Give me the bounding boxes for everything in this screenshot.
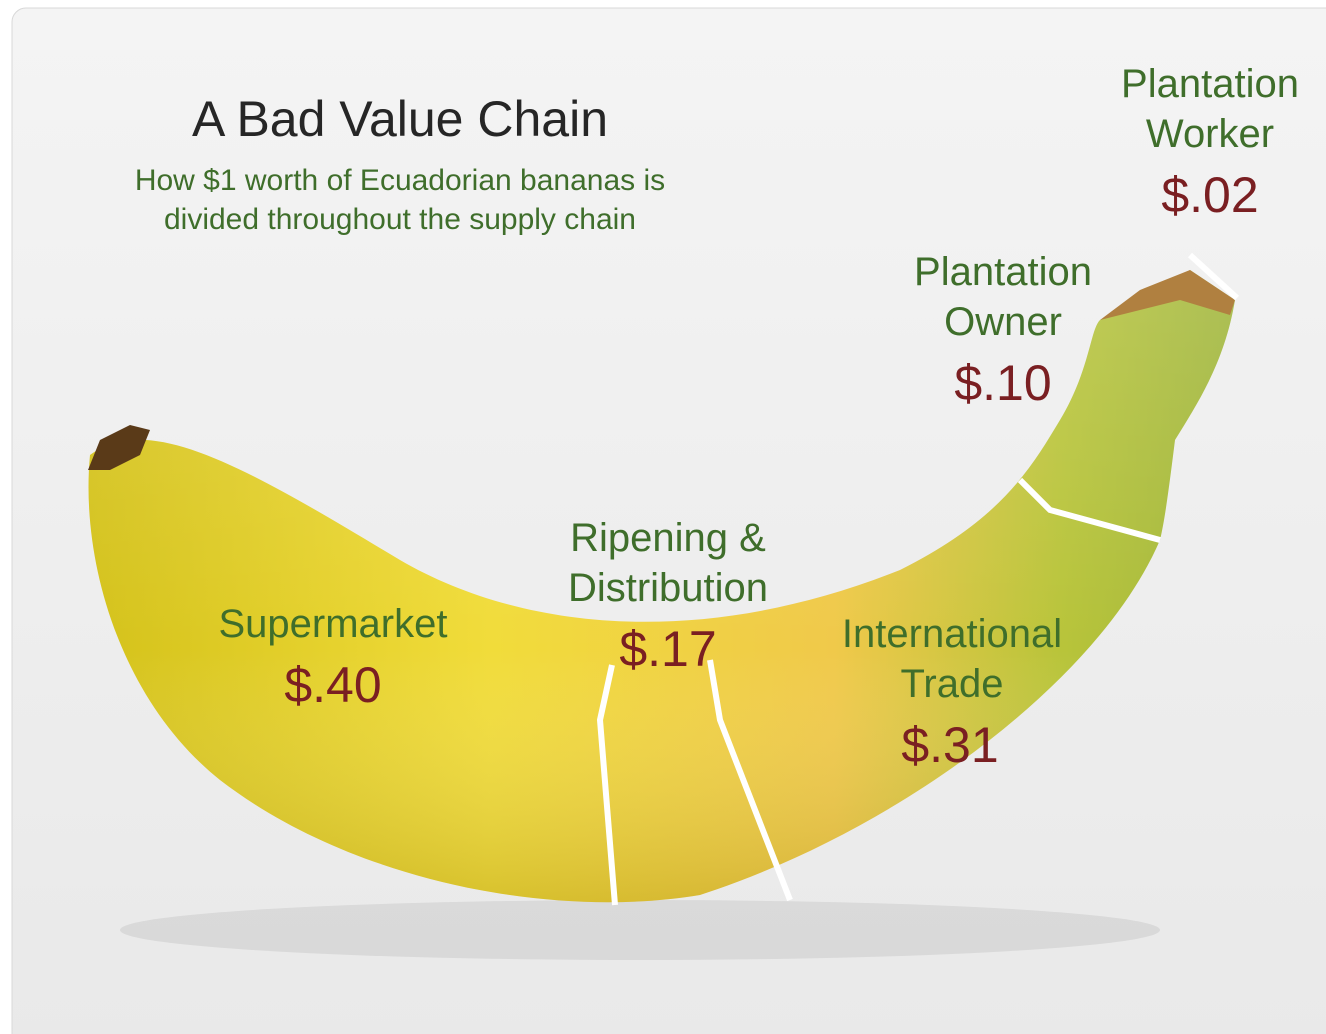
segment-price: $.17 xyxy=(619,621,716,677)
subtitle: divided throughout the supply chain xyxy=(164,203,636,236)
segment-label: Ripening & xyxy=(570,516,766,560)
infographic: A Bad Value Chain How $1 worth of Ecuado… xyxy=(0,0,1326,1034)
shadow xyxy=(120,900,1160,960)
segment-label: Plantation xyxy=(914,250,1092,294)
segment-label: Owner xyxy=(944,300,1062,344)
segment-label: International xyxy=(842,612,1062,656)
segment-label: Supermarket xyxy=(219,602,448,646)
page: A Bad Value Chain How $1 worth of Ecuado… xyxy=(0,0,1326,1034)
segment-label: Plantation xyxy=(1121,62,1299,106)
subtitle: How $1 worth of Ecuadorian bananas is xyxy=(135,164,665,197)
segment-price: $.31 xyxy=(901,717,998,773)
segment-price: $.10 xyxy=(954,355,1051,411)
segment-label: Trade xyxy=(900,662,1003,706)
segment-price: $.40 xyxy=(284,657,381,713)
segment-label: Worker xyxy=(1146,112,1274,156)
segment-label: Distribution xyxy=(568,566,768,610)
segment-price: $.02 xyxy=(1161,167,1258,223)
title: A Bad Value Chain xyxy=(192,91,608,147)
